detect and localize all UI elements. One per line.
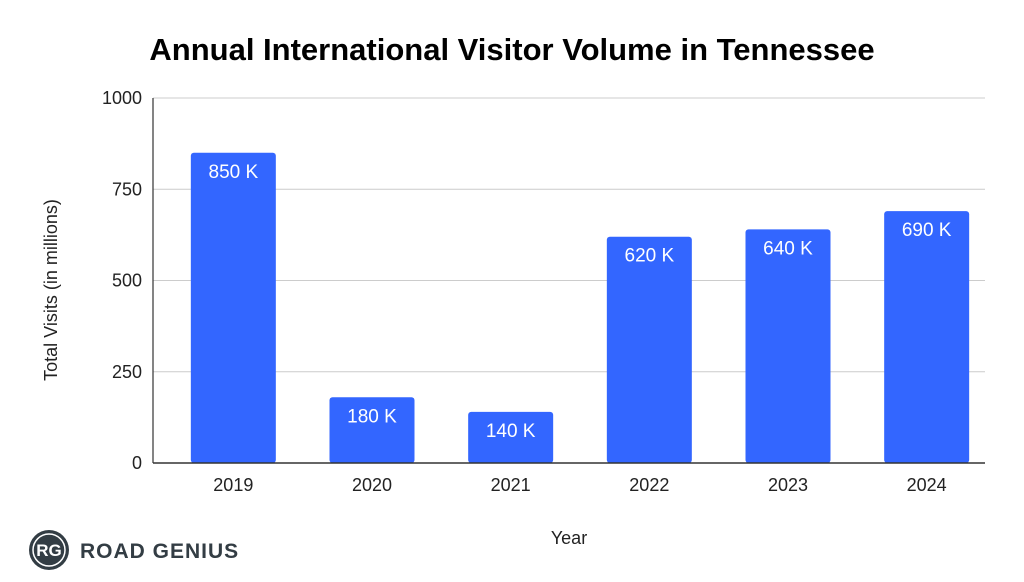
logo-initials: RG (36, 541, 62, 560)
bar-2022 (606, 236, 692, 463)
y-tick-label: 500 (112, 271, 142, 291)
bar-2021 (468, 411, 554, 463)
y-tick-label: 250 (112, 362, 142, 382)
brand-name: ROAD GENIUS (80, 540, 239, 563)
x-tick-label: 2020 (352, 475, 392, 495)
chart-title: Annual International Visitor Volume in T… (149, 32, 874, 67)
bar-2020 (329, 397, 415, 463)
y-axis-ticks: 0 250 500 750 1000 (102, 88, 142, 473)
brand-logo: RG (29, 530, 69, 570)
x-axis-ticks: 2019 2020 2021 2022 2023 2024 (213, 475, 946, 495)
bar-data-label: 620 K (625, 246, 675, 267)
bar-data-label: 850 K (209, 162, 259, 183)
logo-ring (32, 533, 66, 567)
x-tick-label: 2019 (213, 475, 253, 495)
x-tick-label: 2024 (907, 475, 947, 495)
bar-2019 (190, 152, 276, 463)
x-tick-label: 2023 (768, 475, 808, 495)
y-tick-label: 750 (112, 179, 142, 199)
bar-data-label: 690 K (902, 220, 952, 241)
x-axis-label: Year (551, 528, 587, 548)
y-tick-label: 1000 (102, 88, 142, 108)
bar-2024 (884, 211, 970, 463)
x-tick-label: 2022 (629, 475, 669, 495)
y-tick-label: 0 (132, 453, 142, 473)
bar-2023 (745, 229, 831, 463)
y-axis-label: Total Visits (in millions) (41, 199, 61, 381)
x-tick-label: 2021 (491, 475, 531, 495)
bars: 850 K 180 K 140 K 620 K 640 K 690 K (190, 152, 970, 463)
bar-data-label: 140 K (486, 421, 536, 442)
logo-circle (29, 530, 69, 570)
bar-data-label: 640 K (763, 238, 813, 259)
bar-data-label: 180 K (347, 406, 397, 427)
gridlines (153, 97, 985, 373)
